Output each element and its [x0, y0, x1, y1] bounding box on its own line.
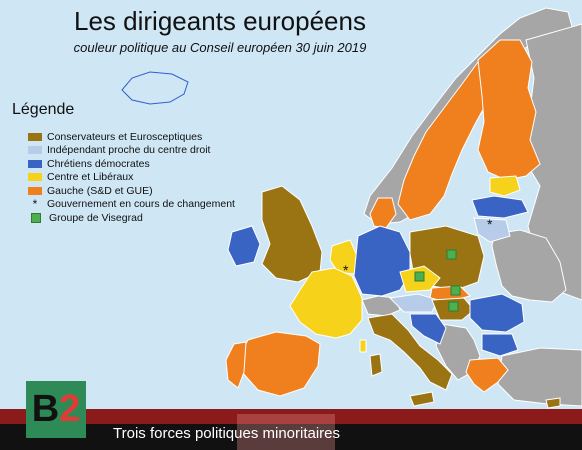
- visegrad-marker-poland: [446, 249, 457, 260]
- legend-title: Légende: [12, 101, 75, 118]
- ireland: [227, 225, 261, 267]
- sicily: [409, 391, 435, 407]
- slovenia-croatia: [409, 313, 447, 345]
- watermark: [237, 414, 335, 450]
- legend: Conservateurs et Eurosceptiques Indépend…: [28, 130, 235, 225]
- greece: [465, 357, 509, 393]
- non-eu-land: [361, 7, 582, 407]
- legend-label: Chrétiens démocrates: [47, 157, 150, 170]
- legend-item: Gauche (S&D et GUE): [28, 184, 235, 198]
- portugal: [225, 341, 247, 389]
- map-subtitle: couleur politique au Conseil européen 30…: [73, 40, 367, 55]
- legend-swatch-liberals: [28, 173, 42, 182]
- romania: [469, 293, 525, 333]
- germany: [353, 225, 411, 297]
- legend-label: Gouvernement en cours de changement: [47, 198, 235, 211]
- footer-caption: Trois forces politiques minoritaires: [113, 425, 341, 442]
- iceland: [121, 71, 189, 105]
- logo-letter: B: [31, 388, 60, 430]
- star-icon: *: [32, 197, 38, 212]
- visegrad-markers: [414, 249, 461, 312]
- legend-item: Centre et Libéraux: [28, 171, 235, 185]
- footer-bar-red: [0, 409, 582, 424]
- legend-item: Indépendant proche du centre droit: [28, 144, 235, 158]
- legend-swatch-conservatives: [28, 132, 42, 141]
- italy: [367, 313, 453, 391]
- denmark: [369, 197, 397, 229]
- logo-number: 2: [59, 388, 81, 430]
- france: [289, 267, 363, 339]
- latvia: [471, 195, 529, 219]
- corsica: [359, 339, 367, 353]
- map-title: Les dirigeants européens: [74, 6, 366, 36]
- government-change-star-lithuania: *: [487, 216, 493, 232]
- belarus-ukraine: [491, 229, 567, 303]
- legend-swatch-independent: [28, 146, 42, 155]
- united-kingdom: [261, 185, 323, 283]
- spain: [239, 331, 321, 397]
- finland: [477, 39, 541, 181]
- visegrad-marker-hungary: [448, 301, 459, 312]
- legend-label: Groupe de Visegrad: [49, 211, 143, 224]
- legend-label: Indépendant proche du centre droit: [47, 144, 211, 157]
- legend-item: * Gouvernement en cours de changement: [28, 198, 235, 212]
- legend-swatch-christian-democrats: [28, 159, 42, 168]
- legend-label: Gauche (S&D et GUE): [47, 184, 153, 197]
- legend-item: Chrétiens démocrates: [28, 157, 235, 171]
- government-change-star-belgium: *: [343, 262, 349, 278]
- lithuania: [473, 217, 511, 243]
- bulgaria: [481, 333, 519, 357]
- visegrad-marker-slovakia: [450, 285, 461, 296]
- sardinia: [369, 353, 383, 377]
- legend-label: Conservateurs et Eurosceptiques: [47, 130, 203, 143]
- cyprus: [545, 397, 561, 409]
- legend-item: Groupe de Visegrad: [28, 211, 235, 225]
- footer-bar-black: [0, 424, 582, 450]
- legend-item: Conservateurs et Eurosceptiques: [28, 130, 235, 144]
- turkey: [497, 347, 582, 407]
- legend-label: Centre et Libéraux: [47, 171, 134, 184]
- legend-swatch-left: [28, 186, 42, 195]
- estonia: [489, 175, 521, 197]
- visegrad-marker-czechia: [414, 271, 425, 282]
- green-square-icon: [31, 212, 41, 223]
